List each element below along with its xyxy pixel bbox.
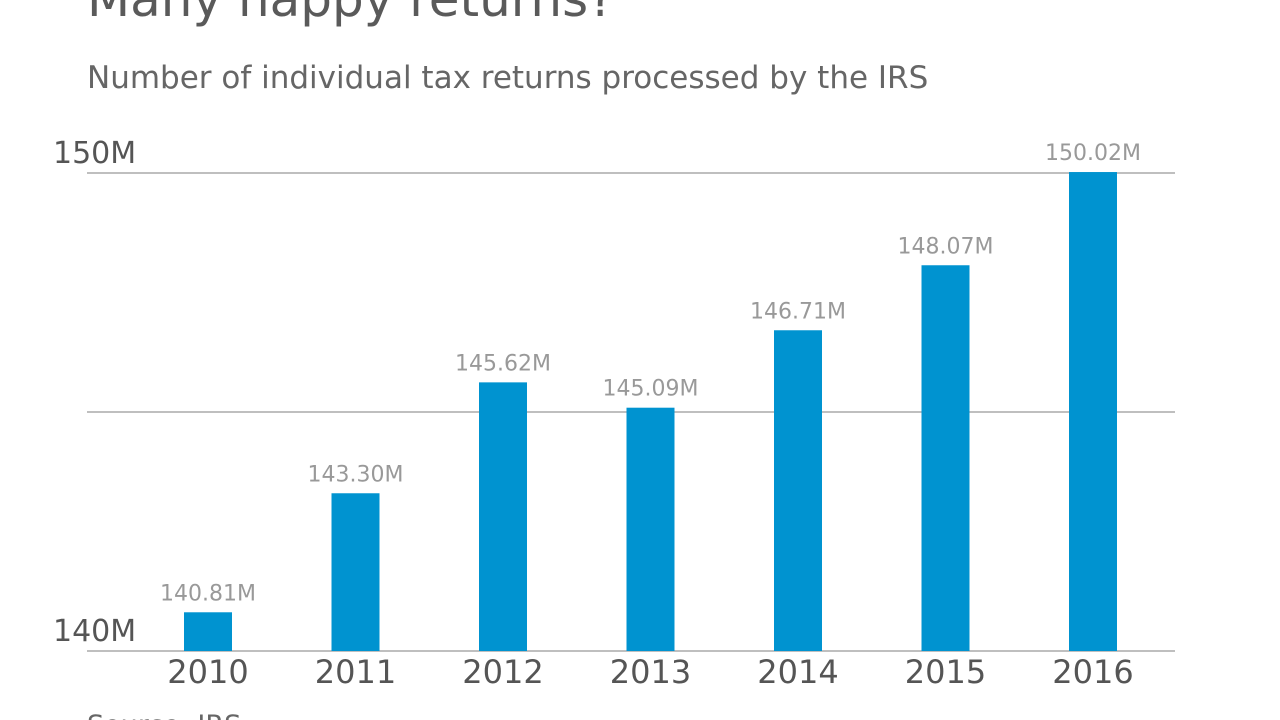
x-tick-label: 2012 xyxy=(462,653,543,691)
value-label: 145.09M xyxy=(603,377,699,402)
value-label: 143.30M xyxy=(308,462,404,487)
x-tick-label: 2014 xyxy=(757,653,838,691)
bar xyxy=(331,493,380,651)
x-tick-label: 2011 xyxy=(315,653,396,691)
bar xyxy=(1069,172,1117,651)
y-tick-label: 150M xyxy=(53,136,136,171)
x-tick-label: 2013 xyxy=(610,653,691,691)
bar xyxy=(774,330,822,651)
x-tick-label: 2015 xyxy=(905,653,986,691)
x-tick-label: 2010 xyxy=(167,653,248,691)
chart-title: Many happy returns? xyxy=(87,0,615,28)
value-label: 148.07M xyxy=(898,234,994,259)
bar xyxy=(479,382,527,651)
bar xyxy=(626,407,675,651)
source: Source: IRS xyxy=(87,710,241,720)
chart-subtitle: Number of individual tax returns process… xyxy=(87,60,928,96)
x-tick-label: 2016 xyxy=(1052,653,1133,691)
bar xyxy=(921,265,970,651)
value-label: 150.02M xyxy=(1045,141,1141,166)
value-label: 145.62M xyxy=(455,351,551,376)
value-label: 140.81M xyxy=(160,581,256,606)
y-tick-label: 140M xyxy=(53,614,136,649)
bar xyxy=(184,612,232,651)
value-label: 146.71M xyxy=(750,299,846,324)
